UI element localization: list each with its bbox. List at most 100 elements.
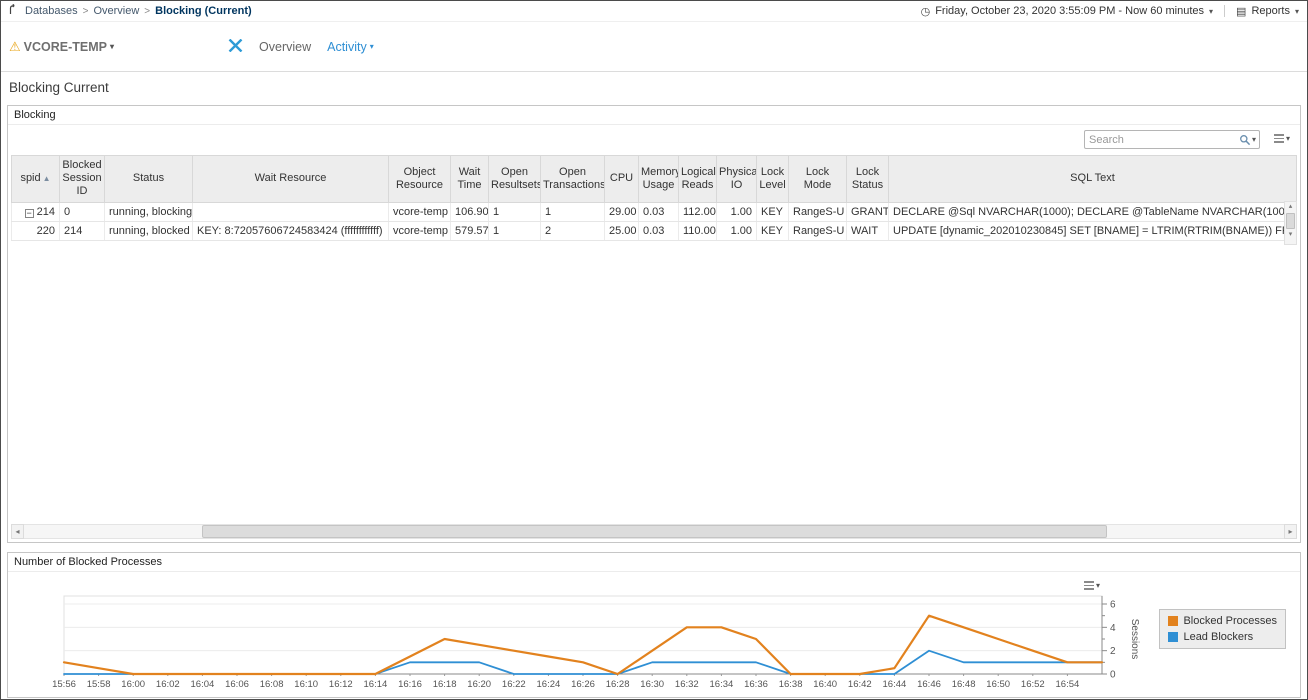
horizontal-scrollbar-thumb[interactable] bbox=[202, 525, 1107, 538]
chart-actions-menu-icon[interactable]: ▾ bbox=[1083, 581, 1100, 590]
svg-text:16:42: 16:42 bbox=[848, 679, 872, 690]
page-title: Blocking Current bbox=[9, 80, 109, 95]
warning-icon: ⚠ bbox=[9, 38, 21, 54]
col-spid[interactable]: spid ▲ bbox=[11, 155, 60, 203]
col-spid-label: spid bbox=[20, 172, 41, 185]
topbar-right: ◷ Friday, October 23, 2020 3:55:09 PM - … bbox=[921, 5, 1299, 18]
tab-overview[interactable]: Overview bbox=[259, 39, 312, 54]
activity-caret-icon: ▾ bbox=[369, 42, 374, 51]
scroll-down-icon[interactable]: ▾ bbox=[1288, 231, 1293, 238]
col-lock-status[interactable]: Lock Status bbox=[846, 155, 889, 203]
scroll-right-icon[interactable]: ▸ bbox=[1284, 524, 1297, 539]
cell-open-resultsets: 1 bbox=[488, 202, 541, 222]
svg-text:16:10: 16:10 bbox=[294, 679, 318, 690]
svg-text:6: 6 bbox=[1110, 600, 1116, 611]
col-blocked-session-id[interactable]: Blocked Session ID bbox=[59, 155, 105, 203]
horizontal-scrollbar[interactable]: ◂ ▸ bbox=[11, 524, 1297, 539]
cell-spid: −214 bbox=[11, 202, 60, 222]
search-input[interactable] bbox=[1085, 133, 1239, 146]
cell-lock-status: WAIT bbox=[846, 221, 889, 241]
vertical-scrollbar[interactable]: ▴ ▾ bbox=[1284, 201, 1297, 245]
cell-physical-io: 1.00 bbox=[716, 221, 757, 241]
cell-wait-resource bbox=[192, 202, 389, 222]
svg-text:16:18: 16:18 bbox=[433, 679, 457, 690]
instance-name: VCORE-TEMP bbox=[23, 39, 107, 54]
cell-lock-level: KEY bbox=[756, 202, 789, 222]
col-open-resultsets[interactable]: Open Resultsets bbox=[488, 155, 541, 203]
blocking-grid: spid ▲ Blocked Session ID Status Wait Res… bbox=[11, 155, 1297, 523]
svg-text:16:50: 16:50 bbox=[986, 679, 1010, 690]
svg-text:16:54: 16:54 bbox=[1056, 679, 1080, 690]
search-caret-icon: ▾ bbox=[1251, 135, 1256, 144]
table-header-row: spid ▲ Blocked Session ID Status Wait Res… bbox=[11, 155, 1297, 203]
table-actions-menu-icon[interactable]: ▾ bbox=[1273, 134, 1290, 143]
tab-activity[interactable]: Activity ▾ bbox=[327, 40, 374, 54]
col-lock-mode[interactable]: Lock Mode bbox=[788, 155, 847, 203]
timerange-caret-icon[interactable]: ▾ bbox=[1209, 6, 1214, 16]
vertical-scrollbar-thumb[interactable] bbox=[1286, 213, 1295, 229]
col-cpu[interactable]: CPU bbox=[604, 155, 639, 203]
instance-selector[interactable]: ⚠ VCORE-TEMP ▾ bbox=[9, 39, 114, 55]
spotlight-icon bbox=[228, 38, 243, 55]
col-memory-usage[interactable]: Memory Usage bbox=[638, 155, 679, 203]
menu-caret-icon: ▾ bbox=[1285, 134, 1290, 143]
col-lock-level[interactable]: Lock Level bbox=[756, 155, 789, 203]
timerange-selector[interactable]: Friday, October 23, 2020 3:55:09 PM - No… bbox=[935, 5, 1205, 17]
cell-object-resource: vcore-temp bbox=[388, 202, 451, 222]
col-sql-text[interactable]: SQL Text bbox=[888, 155, 1297, 203]
header-divider bbox=[1, 71, 1307, 72]
table-row[interactable]: −214 0 running, blocking vcore-temp 106.… bbox=[11, 202, 1297, 222]
cell-physical-io: 1.00 bbox=[716, 202, 757, 222]
col-wait-time[interactable]: Wait Time bbox=[450, 155, 489, 203]
cell-sql-text: DECLARE @Sql NVARCHAR(1000); DECLARE @Ta… bbox=[888, 202, 1297, 222]
blocked-processes-swatch bbox=[1168, 616, 1179, 626]
svg-text:15:58: 15:58 bbox=[87, 679, 111, 690]
blocking-toolbar: ▾ ▾ bbox=[8, 125, 1300, 155]
menu-lines-icon bbox=[1083, 581, 1094, 590]
cell-wait-resource: KEY: 8:72057606724583424 (ffffffffffff) bbox=[192, 221, 389, 241]
svg-text:16:08: 16:08 bbox=[260, 679, 284, 690]
menu-lines-icon bbox=[1273, 134, 1284, 143]
cell-spid: 220 bbox=[11, 221, 60, 241]
instance-caret-icon: ▾ bbox=[110, 42, 115, 51]
col-logical-reads[interactable]: Logical Reads bbox=[678, 155, 717, 203]
svg-text:16:02: 16:02 bbox=[156, 679, 180, 690]
svg-text:16:44: 16:44 bbox=[883, 679, 907, 690]
reports-menu[interactable]: Reports bbox=[1251, 5, 1290, 17]
breadcrumb-root-icon[interactable] bbox=[9, 3, 20, 18]
col-object-resource[interactable]: Object Resource bbox=[388, 155, 451, 203]
reports-icon: ▤ bbox=[1236, 5, 1247, 18]
svg-text:16:12: 16:12 bbox=[329, 679, 353, 690]
col-wait-resource[interactable]: Wait Resource bbox=[192, 155, 389, 203]
search-icon bbox=[1240, 134, 1251, 145]
col-physical-io[interactable]: Physical IO bbox=[716, 155, 757, 203]
reports-caret-icon[interactable]: ▾ bbox=[1294, 6, 1299, 16]
timerange-icon: ◷ bbox=[920, 5, 931, 18]
svg-text:15:56: 15:56 bbox=[52, 679, 76, 690]
svg-text:16:00: 16:00 bbox=[121, 679, 145, 690]
breadcrumb: Databases > Overview > Blocking (Current… bbox=[9, 3, 252, 18]
legend-item-lead-blockers[interactable]: Lead Blockers bbox=[1168, 631, 1277, 643]
cell-open-transactions: 1 bbox=[540, 202, 605, 222]
table-row[interactable]: 220 214 running, blocked KEY: 8:72057606… bbox=[11, 221, 1297, 241]
blocking-panel-title: Blocking bbox=[8, 106, 1300, 125]
legend-item-blocked-processes[interactable]: Blocked Processes bbox=[1168, 615, 1277, 627]
cell-open-resultsets: 1 bbox=[488, 221, 541, 241]
collapse-row-icon[interactable]: − bbox=[24, 207, 34, 218]
scroll-up-icon[interactable]: ▴ bbox=[1288, 203, 1293, 210]
svg-text:16:46: 16:46 bbox=[917, 679, 941, 690]
svg-text:16:30: 16:30 bbox=[640, 679, 664, 690]
col-status[interactable]: Status bbox=[104, 155, 193, 203]
horizontal-scrollbar-track[interactable] bbox=[24, 524, 1284, 539]
cell-cpu: 25.00 bbox=[604, 221, 639, 241]
breadcrumb-databases[interactable]: Databases bbox=[25, 5, 78, 17]
breadcrumb-overview[interactable]: Overview bbox=[93, 5, 140, 17]
scroll-left-icon[interactable]: ◂ bbox=[11, 524, 24, 539]
svg-text:16:26: 16:26 bbox=[571, 679, 595, 690]
svg-text:16:14: 16:14 bbox=[364, 679, 388, 690]
search-button[interactable]: ▾ bbox=[1239, 134, 1259, 146]
cell-lock-status: GRANT bbox=[846, 202, 889, 222]
breadcrumb-current-page: Blocking (Current) bbox=[155, 5, 252, 17]
col-open-transactions[interactable]: Open Transactions bbox=[540, 155, 605, 203]
